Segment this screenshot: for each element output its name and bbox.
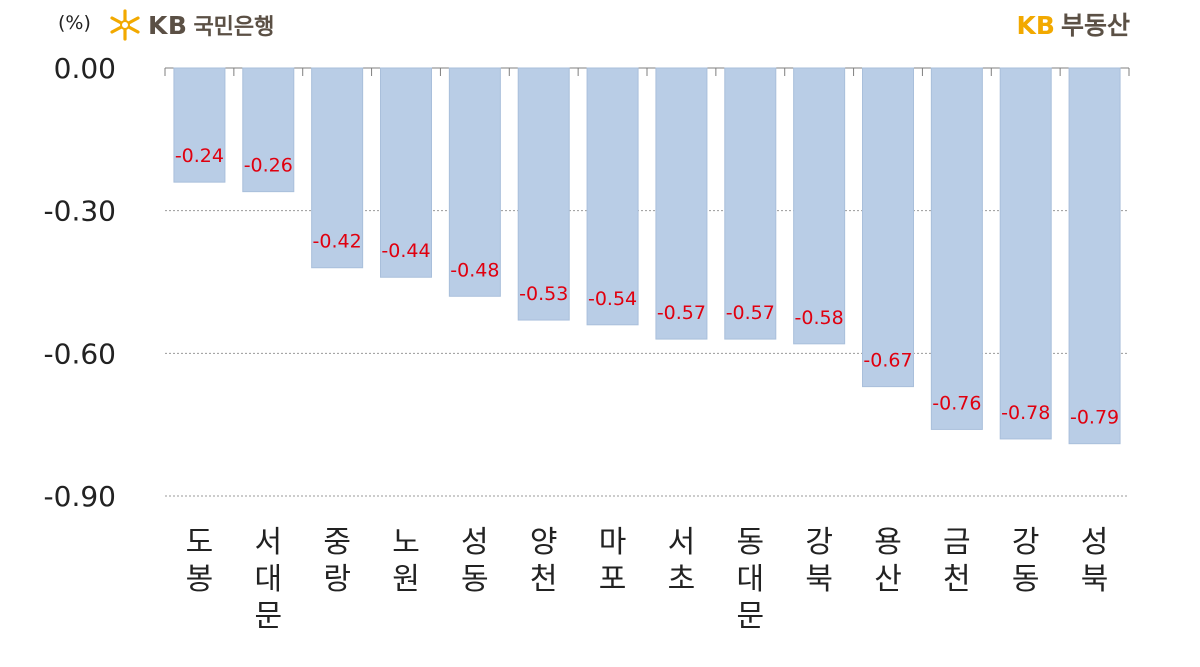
- bar: [380, 67, 432, 278]
- kb-bank-logo: KB 국민은행: [108, 8, 274, 42]
- value-label: -0.79: [1070, 407, 1119, 429]
- y-tick-label: -0.30: [44, 195, 116, 228]
- y-tick-label: -0.60: [44, 337, 116, 370]
- value-label: -0.42: [313, 231, 362, 253]
- value-label: -0.26: [244, 155, 293, 177]
- logo-kb-text: KB: [148, 10, 188, 40]
- logo-bank-text: 국민은행: [193, 15, 275, 40]
- bar: [862, 67, 914, 388]
- bar: [793, 67, 846, 345]
- bar: [448, 67, 501, 297]
- bar: [517, 67, 570, 321]
- bar: [1068, 67, 1121, 445]
- value-label: -0.57: [657, 302, 706, 324]
- kb-star-icon: [110, 9, 140, 41]
- y-tick-label: 0.00: [54, 52, 116, 85]
- bar: [586, 67, 639, 326]
- bar: [930, 67, 983, 430]
- bar: [999, 67, 1052, 440]
- brand-kb-text: KB: [1016, 11, 1055, 40]
- y-tick-label: -0.90: [44, 480, 116, 513]
- bar: [242, 67, 295, 193]
- value-label: -0.54: [588, 288, 637, 310]
- kb-realestate-logo: KB 부동산: [1017, 6, 1130, 42]
- value-label: -0.78: [1001, 402, 1050, 424]
- value-label: -0.53: [519, 283, 568, 305]
- bar: [724, 67, 777, 340]
- value-label: -0.67: [863, 350, 912, 372]
- bar: [311, 67, 364, 269]
- value-label: -0.76: [932, 392, 981, 414]
- value-label: -0.57: [726, 302, 775, 324]
- bar: [173, 67, 226, 183]
- value-label: -0.44: [381, 240, 430, 262]
- value-label: -0.24: [175, 145, 224, 167]
- unit-label: (%): [58, 12, 91, 34]
- bar: [655, 67, 708, 340]
- brand-name-text: 부동산: [1060, 11, 1130, 40]
- value-label: -0.58: [795, 307, 844, 329]
- value-label: -0.48: [450, 259, 499, 281]
